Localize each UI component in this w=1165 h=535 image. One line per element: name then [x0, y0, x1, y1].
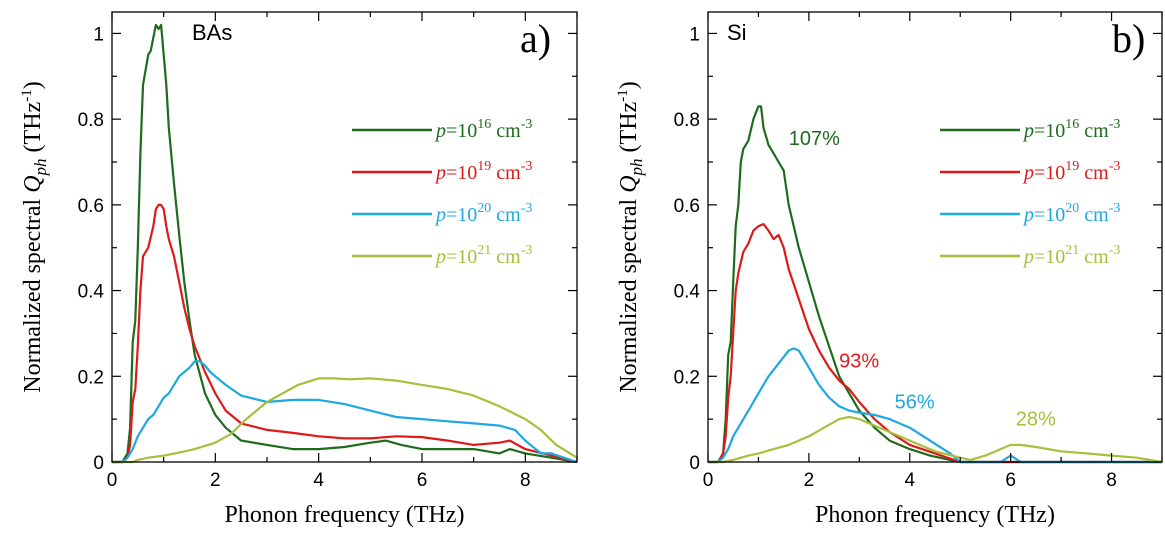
y-tick-label: 1 — [93, 24, 104, 45]
plot-frame — [111, 11, 578, 463]
legend-label: p=1019 cm-3 — [1022, 159, 1120, 184]
y-tick-label: 0.2 — [78, 367, 104, 388]
x-axis-label: Phonon frequency (THz) — [815, 502, 1055, 528]
panel-tag: b) — [1112, 16, 1145, 61]
y-axis-label: Normalized spectral Qph (THz-1) — [615, 81, 646, 392]
series-line-16 — [708, 105, 1162, 464]
percentage-annotation: 56% — [895, 391, 935, 413]
series-line-19 — [112, 203, 578, 464]
x-tick-label: 6 — [417, 470, 428, 491]
y-tick-label: 0.4 — [78, 282, 105, 303]
y-tick-label: 0 — [93, 453, 104, 474]
y-tick-label: 0.4 — [674, 282, 701, 303]
y-tick-label: 1 — [689, 24, 700, 45]
material-label: BAs — [192, 20, 232, 45]
series-line-20 — [708, 347, 1162, 464]
x-tick-label: 0 — [703, 470, 714, 491]
legend-label: p=1016 cm-3 — [1022, 117, 1120, 142]
series-line-16 — [112, 23, 578, 464]
legend-label: p=1020 cm-3 — [434, 201, 532, 226]
y-tick-label: 0.6 — [674, 196, 700, 217]
x-tick-label: 8 — [1106, 470, 1117, 491]
x-tick-label: 4 — [904, 470, 915, 491]
material-label: Si — [727, 20, 747, 45]
y-tick-label: 0.8 — [674, 110, 700, 131]
y-tick-label: 0 — [689, 453, 700, 474]
percentage-annotation: 93% — [839, 351, 879, 373]
series-line-20 — [112, 360, 578, 464]
series-line-19 — [708, 223, 1162, 464]
x-tick-label: 2 — [210, 470, 221, 491]
legend: p=1016 cm-3 p=1019 cm-3 p=1020 cm-3 p=1021 … — [352, 117, 532, 268]
x-axis-label: Phonon frequency (THz) — [225, 502, 465, 528]
legend-label: p=1016 cm-3 — [434, 117, 532, 142]
x-tick-label: 6 — [1005, 470, 1016, 491]
y-axis-label: Normalized spectral Qph (THz-1) — [19, 81, 50, 392]
y-tick-label: 0.8 — [78, 110, 104, 131]
legend-label: p=1021 cm-3 — [434, 243, 532, 268]
chart-panel-b: 0 2 4 6 8 0 0.2 0.4 0.6 0.8 1 Phonon frequency (THz… — [615, 11, 1163, 528]
series-line-21 — [112, 377, 578, 464]
legend-label: p=1020 cm-3 — [1022, 201, 1120, 226]
legend: p=1016 cm-3 p=1019 cm-3 p=1020 cm-3 p=1021 … — [940, 117, 1120, 268]
x-tick-label: 2 — [804, 470, 815, 491]
y-tick-label: 0.2 — [674, 367, 700, 388]
x-tick-label: 4 — [313, 470, 324, 491]
x-tick-label: 8 — [520, 470, 531, 491]
plot-frame — [707, 11, 1163, 463]
y-tick-label: 0.6 — [78, 196, 104, 217]
x-tick-label: 0 — [107, 470, 118, 491]
chart-panel-a: 0 2 4 6 8 0 0.2 0.4 0.6 0.8 1 Phonon frequency (THz… — [19, 11, 578, 528]
panel-tag: a) — [520, 16, 551, 61]
percentage-annotation: 28% — [1016, 409, 1056, 431]
legend-label: p=1021 cm-3 — [1022, 243, 1120, 268]
percentage-annotation: 107% — [789, 128, 840, 150]
legend-label: p=1019 cm-3 — [434, 159, 532, 184]
series-line-21 — [708, 415, 1163, 464]
